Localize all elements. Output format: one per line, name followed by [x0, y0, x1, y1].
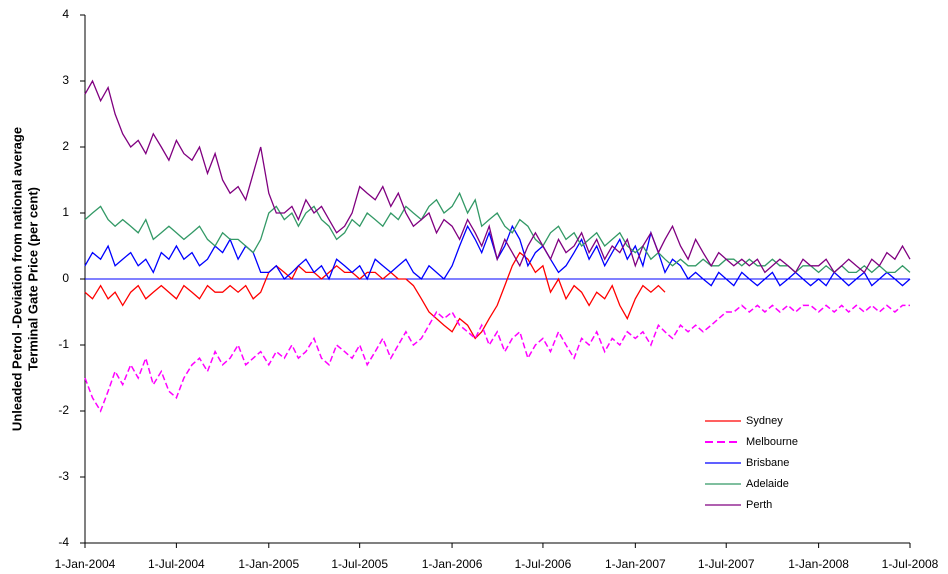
x-tick-label: 1-Jan-2005: [238, 557, 299, 571]
x-tick-label: 1-Jan-2006: [422, 557, 483, 571]
y-tick-label: 2: [62, 139, 69, 153]
y-axis-title-line: Unleaded Petrol -Deviation from national…: [9, 127, 24, 431]
x-tick-label: 1-Jul-2006: [515, 557, 572, 571]
x-tick-label: 1-Jan-2004: [55, 557, 116, 571]
x-tick-label: 1-Jan-2008: [788, 557, 849, 571]
y-tick-label: 3: [62, 73, 69, 87]
y-axis-title-line: Terminal Gate Price (per cent): [25, 187, 40, 371]
legend-label: Perth: [746, 499, 772, 511]
x-tick-label: 1-Jan-2007: [605, 557, 666, 571]
legend-label: Adelaide: [746, 478, 789, 490]
y-tick-label: 0: [62, 271, 69, 285]
x-tick-label: 1-Jul-2004: [148, 557, 205, 571]
y-tick-label: -1: [58, 337, 69, 351]
legend-label: Brisbane: [746, 457, 789, 469]
x-tick-label: 1-Jul-2008: [882, 557, 939, 571]
y-tick-label: 4: [62, 7, 69, 21]
y-tick-label: -3: [58, 469, 69, 483]
legend-label: Sydney: [746, 415, 783, 427]
y-tick-label: 1: [62, 205, 69, 219]
y-tick-label: -2: [58, 403, 69, 417]
series-line: [84, 251, 666, 340]
series-line: [84, 304, 910, 413]
series-line: [84, 191, 911, 274]
legend-label: Melbourne: [746, 436, 798, 448]
y-axis-title: Unleaded Petrol -Deviation from national…: [9, 127, 40, 431]
series-line: [84, 79, 911, 274]
x-tick-label: 1-Jul-2005: [331, 557, 388, 571]
x-tick-label: 1-Jul-2007: [698, 557, 755, 571]
y-tick-label: -4: [58, 535, 69, 549]
series-line: [84, 224, 911, 287]
